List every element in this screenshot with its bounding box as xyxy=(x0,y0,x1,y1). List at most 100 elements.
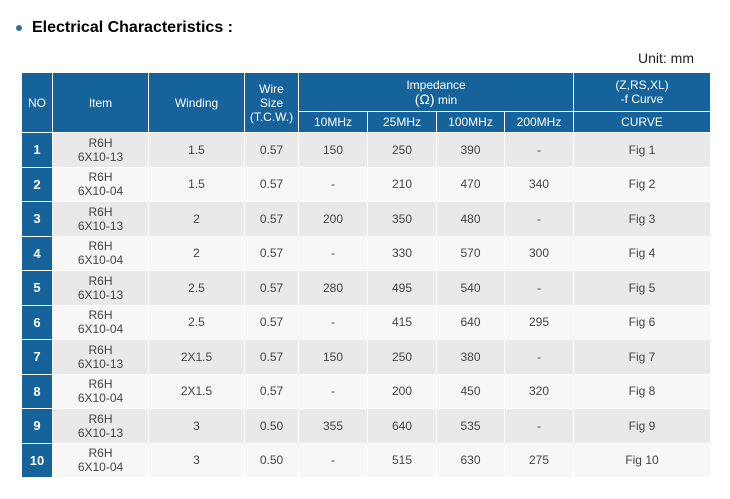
table-row: 1 R6H 6X10-13 1.5 0.57 150 250 390- Fig 1 xyxy=(22,133,710,167)
item-code: 6X10-13 xyxy=(77,218,124,233)
item-code: 6X10-13 xyxy=(77,149,124,164)
row-impedance-25mhz: 200 xyxy=(368,374,436,408)
header-curve-sub: CURVE xyxy=(574,112,710,132)
row-no: 9 xyxy=(22,409,52,443)
row-item: R6H 6X10-13 xyxy=(53,271,148,305)
row-impedance-10mhz: 355 xyxy=(299,409,367,443)
header-curve: (Z,RS,XL) -f Curve xyxy=(574,73,710,111)
row-curve-link[interactable]: Fig 7 xyxy=(574,340,710,374)
row-curve-link[interactable]: Fig 8 xyxy=(574,374,710,408)
row-impedance-10mhz: 150 xyxy=(299,133,367,167)
row-winding: 3 xyxy=(149,409,244,443)
row-curve-link[interactable]: Fig 10 xyxy=(574,443,710,477)
item-code: 6X10-04 xyxy=(77,322,124,337)
table-row: 4 R6H 6X10-04 2 0.57-330 570 300 Fig 4 xyxy=(22,236,710,270)
row-curve-link[interactable]: Fig 2 xyxy=(574,167,710,201)
row-impedance-100mhz: 450 xyxy=(437,374,504,408)
row-impedance-100mhz: 470 xyxy=(437,167,504,201)
row-wire-size: 0.57 xyxy=(245,305,298,339)
curve-label-1: (Z,RS,XL) xyxy=(615,78,669,92)
header-10mhz: 10MHz xyxy=(299,112,367,132)
item-code: 6X10-04 xyxy=(77,253,124,268)
table-row: 5 R6H 6X10-13 2.5 0.57 280 495 540- Fig 5 xyxy=(22,271,710,305)
unit-label: Unit: mm xyxy=(638,50,694,66)
table-row: 7 R6H 6X10-13 2X1.5 0.57 150 250 380- Fig 7 xyxy=(22,340,710,374)
item-series: R6H xyxy=(88,170,113,185)
row-wire-size: 0.57 xyxy=(245,340,298,374)
row-impedance-200mhz: - xyxy=(505,133,573,167)
row-impedance-10mhz: - xyxy=(299,443,367,477)
header-100mhz: 100MHz xyxy=(437,112,504,132)
section-title: Electrical Characteristics : xyxy=(32,19,233,36)
row-no: 4 xyxy=(22,236,52,270)
item-series: R6H xyxy=(88,411,113,426)
wire-label-3: (T.C.W.) xyxy=(249,109,294,124)
row-item: R6H 6X10-13 xyxy=(53,340,148,374)
item-series: R6H xyxy=(88,239,113,254)
row-impedance-25mhz: 210 xyxy=(368,167,436,201)
row-item: R6H 6X10-04 xyxy=(53,374,148,408)
row-impedance-25mhz: 495 xyxy=(368,271,436,305)
row-item: R6H 6X10-13 xyxy=(53,202,148,236)
curve-label-2: -f Curve xyxy=(620,92,664,106)
row-impedance-100mhz: 390 xyxy=(437,133,504,167)
row-impedance-200mhz: 275 xyxy=(505,443,573,477)
table-row: 3 R6H 6X10-13 2 0.57 200 350 480- Fig 3 xyxy=(22,202,710,236)
header-200mhz: 200MHz xyxy=(505,112,573,132)
row-wire-size: 0.57 xyxy=(245,167,298,201)
row-item: R6H 6X10-04 xyxy=(53,305,148,339)
row-impedance-25mhz: 330 xyxy=(368,236,436,270)
row-wire-size: 0.50 xyxy=(245,409,298,443)
electrical-characteristics-table: NO Item Winding Wire Size (T.C.W.) Imped… xyxy=(21,72,711,478)
row-no: 3 xyxy=(22,202,52,236)
row-item: R6H 6X10-04 xyxy=(53,236,148,270)
row-item: R6H 6X10-04 xyxy=(53,443,148,477)
header-item: Item xyxy=(53,73,148,132)
impedance-min: min xyxy=(437,92,458,107)
row-wire-size: 0.57 xyxy=(245,374,298,408)
row-impedance-10mhz: 200 xyxy=(299,202,367,236)
row-impedance-200mhz: - xyxy=(505,409,573,443)
table-row: 9 R6H 6X10-13 3 0.50 355 640 535- Fig 9 xyxy=(22,409,710,443)
header-impedance: Impedance (Ω) min xyxy=(299,73,573,111)
row-impedance-200mhz: 340 xyxy=(505,167,573,201)
row-curve-link[interactable]: Fig 5 xyxy=(574,271,710,305)
row-impedance-25mhz: 250 xyxy=(368,340,436,374)
row-impedance-10mhz: - xyxy=(299,167,367,201)
item-code: 6X10-04 xyxy=(77,391,124,406)
item-series: R6H xyxy=(88,377,113,392)
row-no: 1 xyxy=(22,133,52,167)
item-series: R6H xyxy=(88,308,113,323)
row-winding: 1.5 xyxy=(149,133,244,167)
item-series: R6H xyxy=(88,204,113,219)
header-25mhz: 25MHz xyxy=(368,112,436,132)
row-no: 8 xyxy=(22,374,52,408)
wire-label-2: Size xyxy=(259,95,284,110)
row-impedance-10mhz: 150 xyxy=(299,340,367,374)
row-wire-size: 0.57 xyxy=(245,236,298,270)
row-curve-link[interactable]: Fig 1 xyxy=(574,133,710,167)
row-curve-link[interactable]: Fig 6 xyxy=(574,305,710,339)
row-curve-link[interactable]: Fig 9 xyxy=(574,409,710,443)
row-impedance-10mhz: - xyxy=(299,236,367,270)
omega-unit: (Ω) xyxy=(414,90,435,107)
row-curve-link[interactable]: Fig 4 xyxy=(574,236,710,270)
row-impedance-200mhz: - xyxy=(505,340,573,374)
header-winding: Winding xyxy=(149,73,244,132)
row-winding: 2 xyxy=(149,202,244,236)
item-series: R6H xyxy=(88,135,113,150)
row-no: 2 xyxy=(22,167,52,201)
row-item: R6H 6X10-04 xyxy=(53,167,148,201)
table-row: 8 R6H 6X10-04 2X1.5 0.57-200 450 320 Fig 8 xyxy=(22,374,710,408)
row-impedance-200mhz: 295 xyxy=(505,305,573,339)
row-item: R6H 6X10-13 xyxy=(53,409,148,443)
row-impedance-200mhz: - xyxy=(505,202,573,236)
row-impedance-25mhz: 515 xyxy=(368,443,436,477)
row-impedance-100mhz: 630 xyxy=(437,443,504,477)
section-heading: Electrical Characteristics : xyxy=(16,17,233,39)
row-impedance-200mhz: - xyxy=(505,271,573,305)
row-curve-link[interactable]: Fig 3 xyxy=(574,202,710,236)
table-row: 6 R6H 6X10-04 2.5 0.57-415 640 295 Fig 6 xyxy=(22,305,710,339)
row-no: 7 xyxy=(22,340,52,374)
row-no: 6 xyxy=(22,305,52,339)
